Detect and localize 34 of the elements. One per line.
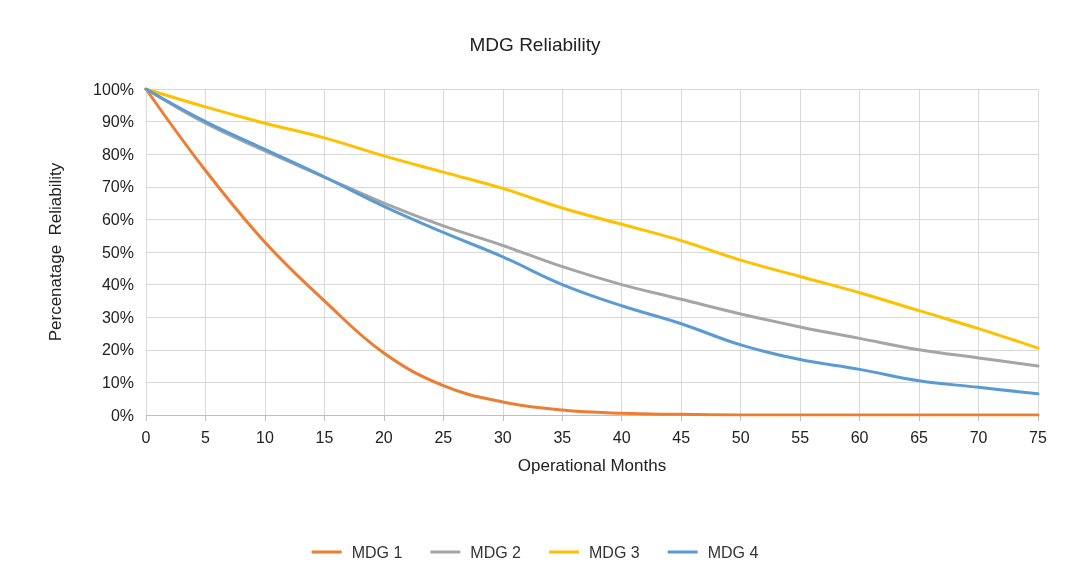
x-tick-label: 60 — [850, 428, 869, 446]
y-tick-label: 10% — [101, 373, 134, 391]
x-tick-label: 55 — [791, 428, 810, 446]
legend-label: MDG 4 — [707, 543, 759, 561]
y-tick-label: 40% — [101, 276, 134, 294]
x-tick-label: 65 — [910, 428, 929, 446]
x-tick-label: 30 — [493, 428, 512, 446]
y-tick-label: 50% — [101, 243, 134, 261]
x-tick-label: 70 — [969, 428, 988, 446]
y-tick-label: 100% — [93, 80, 134, 98]
y-tick-label: 30% — [101, 308, 134, 326]
x-tick-label: 0 — [141, 428, 151, 446]
y-tick-label: 80% — [101, 145, 134, 163]
x-tick-label: 25 — [434, 428, 453, 446]
x-tick-label: 75 — [1029, 428, 1047, 446]
y-tick-label: 60% — [101, 210, 134, 228]
x-tick-label: 10 — [256, 428, 274, 446]
x-tick-label: 35 — [553, 428, 572, 446]
legend-label: MDG 1 — [351, 543, 403, 561]
legend-label: MDG 3 — [589, 543, 640, 561]
y-axis-title: Percenatage Reliability — [46, 162, 65, 342]
x-axis-title: Operational Months — [517, 456, 667, 475]
legend-label: MDG 2 — [470, 543, 522, 561]
x-tick-label: 45 — [672, 428, 691, 446]
x-tick-label: 50 — [731, 428, 750, 446]
x-tick-label: 20 — [374, 428, 393, 446]
x-tick-label: 15 — [315, 428, 334, 446]
chart-title: MDG Reliability — [469, 34, 601, 55]
y-tick-label: 70% — [101, 178, 134, 196]
y-tick-label: 0% — [110, 406, 134, 424]
y-tick-label: 90% — [101, 113, 134, 131]
x-tick-label: 5 — [201, 428, 211, 446]
x-tick-label: 40 — [612, 428, 631, 446]
y-tick-label: 20% — [101, 341, 134, 359]
